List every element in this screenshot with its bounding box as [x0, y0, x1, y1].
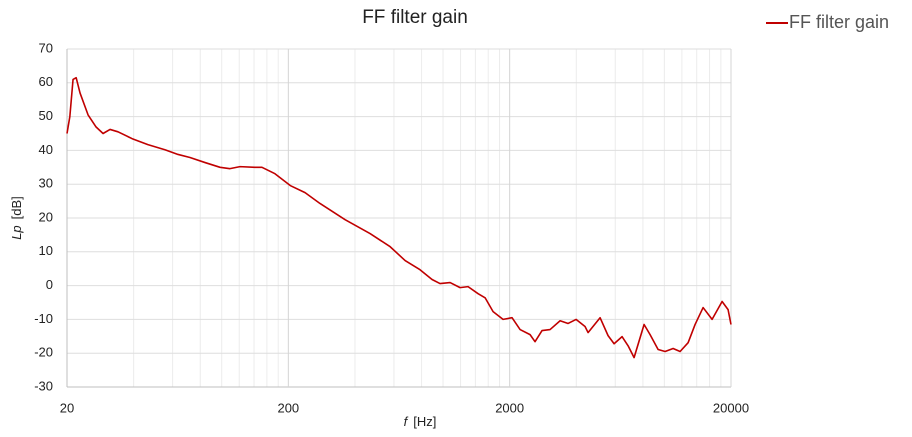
y-tick-label: 60 — [39, 74, 53, 89]
x-tick-label: 2000 — [495, 400, 524, 415]
y-tick-label: -30 — [34, 378, 53, 393]
data-line — [66, 76, 732, 359]
x-tick-label: 20000 — [713, 400, 749, 415]
y-tick-label: 20 — [39, 209, 53, 224]
x-axis-symbol: f — [404, 414, 409, 429]
x-tick-label: 20 — [60, 400, 74, 415]
y-axis-label: Lp [dB] — [9, 196, 24, 240]
x-tick-label: 200 — [277, 400, 299, 415]
chart-title: FF filter gain — [362, 7, 468, 28]
y-tick-label: 50 — [39, 108, 53, 123]
y-axis-unit: [dB] — [9, 196, 24, 219]
x-axis-unit: [Hz] — [413, 414, 436, 429]
legend: FF filter gain — [766, 12, 889, 32]
y-tick-label: 0 — [46, 277, 53, 292]
legend-label: FF filter gain — [789, 12, 889, 32]
y-tick-label: 40 — [39, 142, 53, 157]
y-axis-symbol: Lp — [9, 225, 24, 239]
y-tick-label: 30 — [39, 176, 53, 191]
y-tick-label: 10 — [39, 243, 53, 258]
y-tick-label: -20 — [34, 345, 53, 360]
y-tick-label: 70 — [39, 40, 53, 55]
x-axis-label: f [Hz] — [404, 414, 437, 429]
y-tick-label: -10 — [34, 311, 53, 326]
